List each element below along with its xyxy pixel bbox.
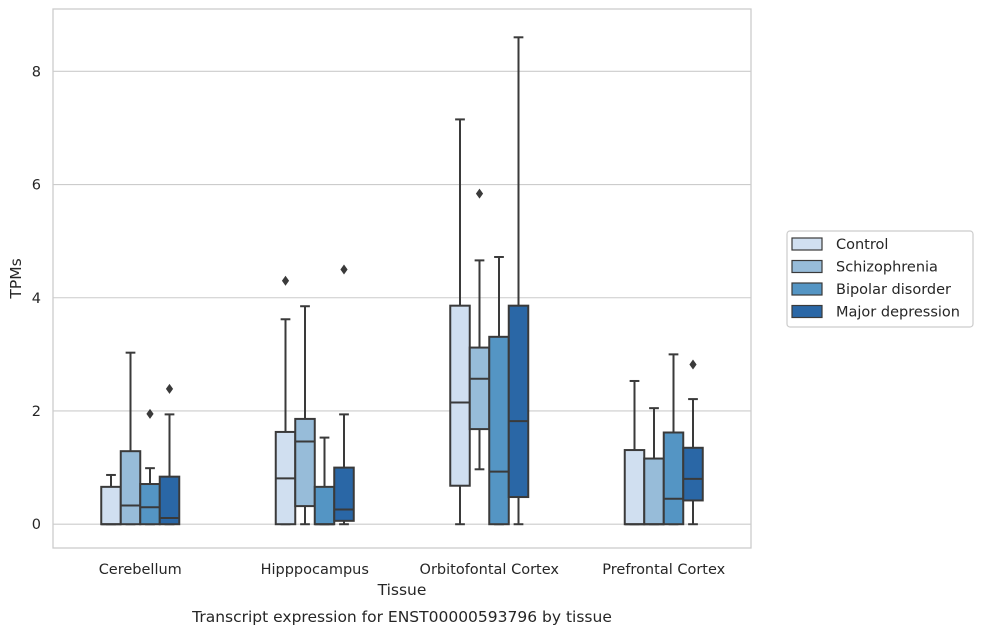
legend-swatch — [791, 237, 823, 251]
boxes — [100, 36, 704, 526]
box-body — [643, 457, 665, 526]
chart-caption: Transcript expression for ENST0000059379… — [191, 608, 612, 626]
box-orbitofontal-cortex-control — [449, 118, 471, 526]
x-tick-label: Cerebellum — [99, 562, 182, 578]
box-orbitofontal-cortex-bipolar-disorder — [488, 255, 510, 526]
box-body — [662, 431, 685, 526]
box-orbitofontal-cortex-schizophrenia — [468, 188, 491, 471]
box-body — [139, 483, 161, 526]
box-hipppocampus-major-depression — [333, 264, 355, 526]
legend-label: Major depression — [836, 305, 960, 321]
box-body — [488, 335, 510, 526]
box-cerebellum-bipolar-disorder — [139, 408, 161, 526]
legend-items: Control Schizophrenia Bipolar disorder Majo… — [791, 237, 960, 321]
x-tick-label: Hipppocampus — [261, 562, 369, 578]
x-tick-label: Prefrontal Cortex — [602, 562, 725, 578]
box-hipppocampus-control — [274, 275, 297, 526]
box-orbitofontal-cortex-major-depression — [507, 36, 530, 526]
legend-swatch — [791, 259, 823, 274]
box-cerebellum-control — [100, 473, 122, 526]
legend-item: Schizophrenia — [791, 259, 938, 276]
box-body — [313, 485, 336, 526]
legend-item: Control — [791, 237, 888, 253]
box-prefrontal-cortex-major-depression — [682, 359, 704, 526]
legend-item: Bipolar disorder — [791, 282, 951, 298]
legend-swatch — [791, 304, 823, 319]
box-body — [468, 346, 491, 431]
legend-swatch — [791, 282, 823, 296]
box-hipppocampus-bipolar-disorder — [313, 436, 336, 526]
y-tick-label: 0 — [32, 517, 41, 533]
outlier-point — [165, 383, 174, 394]
x-tick-label: Orbitofontal Cortex — [420, 562, 560, 578]
box-body — [158, 475, 181, 526]
y-axis-ticks: 0 2 4 6 8 — [32, 64, 41, 533]
y-tick-label: 6 — [32, 178, 41, 194]
legend-frame — [786, 230, 974, 328]
box-cerebellum-schizophrenia — [119, 351, 142, 526]
outlier-point — [475, 188, 484, 199]
box-body — [623, 449, 646, 526]
legend-label: Control — [836, 237, 888, 253]
grid-lines — [53, 70, 751, 525]
outlier-point — [281, 275, 290, 286]
box-body — [507, 304, 530, 499]
plot-area-frame — [52, 8, 752, 549]
box-hipppocampus-schizophrenia — [294, 305, 316, 526]
box-body — [449, 304, 471, 487]
x-axis-title: Tissue — [377, 581, 427, 599]
outlier-point — [340, 264, 348, 275]
y-axis-title: TPMs — [7, 258, 25, 299]
legend-label: Bipolar disorder — [836, 282, 951, 298]
box-body — [119, 450, 142, 526]
legend-label: Schizophrenia — [836, 260, 938, 276]
box-cerebellum-major-depression — [158, 383, 181, 526]
box-body — [100, 485, 122, 526]
box-prefrontal-cortex-control — [623, 379, 646, 526]
box-body — [682, 446, 704, 502]
box-body — [333, 466, 355, 522]
y-tick-label: 8 — [32, 64, 41, 80]
legend-item: Major depression — [791, 304, 960, 321]
box-prefrontal-cortex-bipolar-disorder — [662, 353, 685, 526]
y-tick-label: 2 — [32, 404, 41, 420]
y-tick-label: 4 — [32, 291, 41, 307]
box-prefrontal-cortex-schizophrenia — [643, 407, 665, 526]
box-body — [294, 417, 316, 508]
outlier-point — [146, 408, 154, 419]
x-axis-ticks: Cerebellum Hipppocampus Orbitofontal Corte… — [99, 562, 726, 578]
legend: Control Schizophrenia Bipolar disorder Majo… — [786, 230, 974, 328]
outlier-point — [689, 359, 697, 370]
